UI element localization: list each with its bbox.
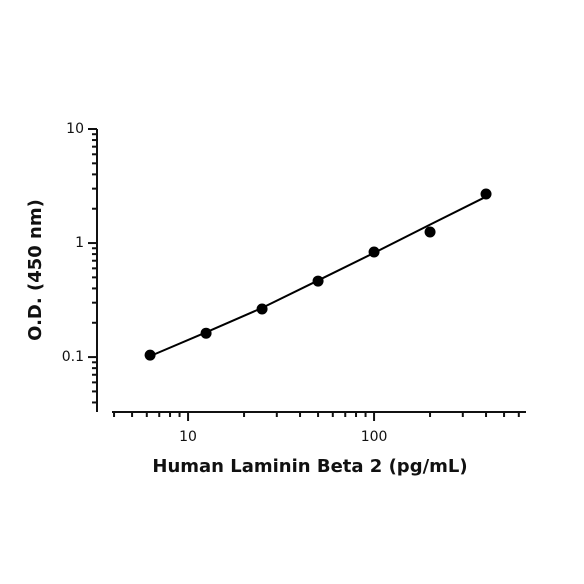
y-tick-label: 10 <box>66 121 84 137</box>
x-tick-label: 10 <box>179 429 197 445</box>
data-point <box>312 275 324 287</box>
y-tick-label: 1 <box>75 235 84 251</box>
y-axis-label: O.D. (450 nm) <box>25 199 46 341</box>
data-point <box>144 349 156 361</box>
data-point <box>200 327 212 339</box>
data-point <box>424 226 436 238</box>
data-point <box>480 188 492 200</box>
data-point <box>256 303 268 315</box>
x-tick-label: 100 <box>361 429 388 445</box>
data-point <box>368 246 380 258</box>
x-axis-label: Human Laminin Beta 2 (pg/mL) <box>152 456 467 477</box>
y-tick-label: 0.1 <box>62 349 84 365</box>
